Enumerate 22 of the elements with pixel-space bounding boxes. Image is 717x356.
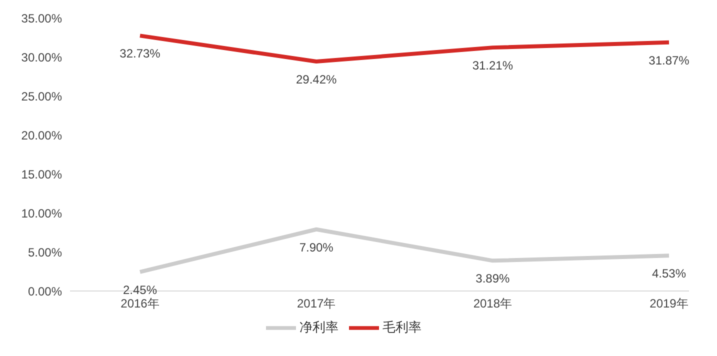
data-label: 7.90% — [299, 240, 334, 254]
data-label: 32.73% — [120, 46, 161, 61]
y-tick-label: 10.00% — [21, 206, 62, 220]
x-tick-label: 2018年 — [473, 296, 512, 311]
y-tick-label: 35.00% — [21, 11, 62, 26]
data-label: 31.21% — [472, 58, 514, 73]
data-label: 2.45% — [122, 282, 158, 297]
data-label: 29.42% — [296, 72, 338, 87]
x-tick-label: 2016年 — [120, 296, 160, 311]
y-tick-label: 25.00% — [21, 89, 62, 104]
legend-label: 毛利率 — [382, 319, 422, 334]
y-tick-label: 20.00% — [21, 128, 62, 142]
y-tick-label: 0.00% — [28, 284, 62, 298]
data-label: 31.87% — [648, 53, 690, 68]
legend-label: 净利率 — [300, 319, 338, 334]
y-tick-label: 30.00% — [21, 50, 62, 64]
y-tick-label: 5.00% — [28, 245, 62, 260]
y-tick-label: 15.00% — [21, 167, 62, 182]
x-tick-label: 2017年 — [296, 296, 336, 311]
x-tick-label: 2019年 — [650, 296, 688, 311]
data-label: 3.89% — [476, 272, 510, 286]
data-label: 4.53% — [652, 266, 686, 281]
